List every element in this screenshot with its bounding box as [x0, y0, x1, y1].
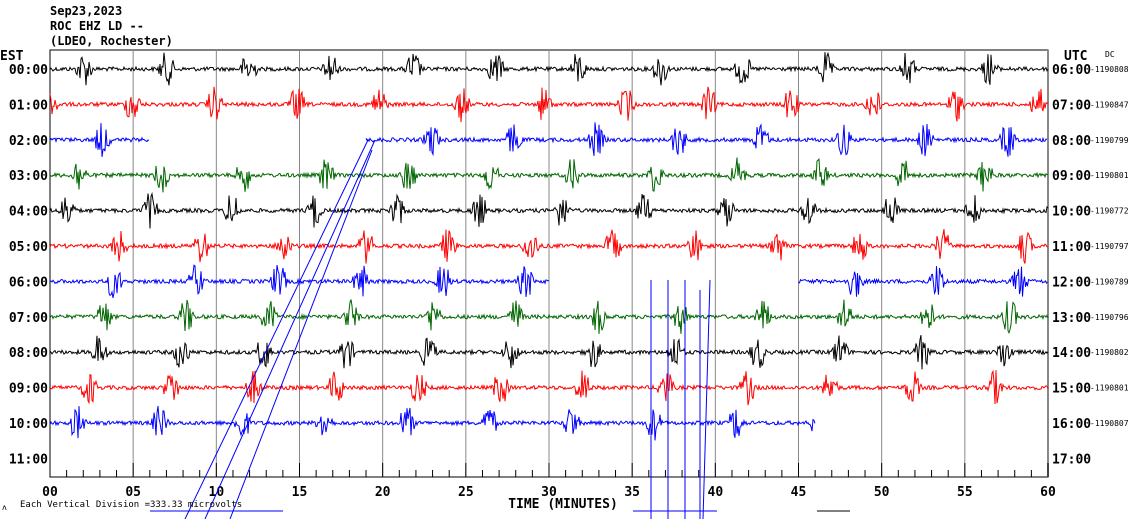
- network-label: (LDEO, Rochester): [50, 34, 173, 48]
- est-time-label: 02:00: [9, 134, 48, 149]
- dc-offset: -1190801: [1090, 384, 1129, 393]
- dc-label: DC: [1105, 50, 1115, 59]
- seismic-trace: [49, 229, 1048, 264]
- seismic-trace: [365, 122, 1048, 157]
- utc-time-label: 08:00: [1052, 134, 1091, 149]
- utc-time-label: 11:00: [1052, 240, 1091, 255]
- seismic-trace: [49, 334, 1049, 370]
- utc-time-label: 06:00: [1052, 63, 1091, 78]
- glitch-line: [184, 139, 369, 519]
- est-time-label: 05:00: [9, 240, 48, 255]
- seismic-trace: [798, 266, 1048, 297]
- seismic-trace: [49, 369, 1049, 406]
- dc-offset: -1190797: [1090, 242, 1129, 251]
- utc-time-label: 09:00: [1052, 169, 1091, 184]
- seismic-trace: [49, 51, 1049, 86]
- x-tick-label: 05: [125, 485, 141, 500]
- utc-time-label: 12:00: [1052, 275, 1091, 290]
- est-time-label: 04:00: [9, 205, 48, 220]
- est-time-label: 06:00: [9, 275, 48, 290]
- dc-offset: -1190796: [1090, 313, 1129, 322]
- utc-time-label: 14:00: [1052, 346, 1091, 361]
- glitch-line: [702, 279, 711, 519]
- est-time-label: 01:00: [9, 98, 48, 113]
- utc-time-label: 17:00: [1052, 452, 1091, 467]
- est-time-label: 10:00: [9, 417, 48, 432]
- x-tick-label: 00: [42, 485, 58, 500]
- x-tick-label: 25: [458, 485, 474, 500]
- x-tick-label: 40: [708, 485, 724, 500]
- dc-offset: -1190789: [1090, 277, 1129, 286]
- x-tick-label: 15: [292, 485, 308, 500]
- est-time-label: 08:00: [9, 346, 48, 361]
- dc-offset: -1190807: [1090, 419, 1129, 428]
- x-tick-label: 50: [874, 485, 890, 500]
- x-tick-label: 35: [624, 485, 640, 500]
- utc-time-label: 07:00: [1052, 98, 1091, 113]
- utc-time-label: 16:00: [1052, 417, 1091, 432]
- dc-offset: -1190847: [1090, 100, 1129, 109]
- station-label: ROC EHZ LD --: [50, 19, 144, 33]
- x-tick-label: 45: [791, 485, 807, 500]
- est-time-label: 09:00: [9, 382, 48, 397]
- seismic-trace: [49, 406, 816, 441]
- est-time-label: 11:00: [9, 452, 48, 467]
- x-tick-label: 55: [957, 485, 973, 500]
- x-tick-label: 30: [541, 485, 557, 500]
- date-label: Sep23,2023: [50, 4, 123, 18]
- x-tick-label: 60: [1040, 485, 1056, 500]
- dc-offset: -1190799: [1090, 136, 1129, 145]
- seismic-trace: [49, 299, 1049, 335]
- glitch-line: [229, 149, 373, 519]
- seismic-trace: [49, 191, 1049, 229]
- utc-time-label: 15:00: [1052, 382, 1091, 397]
- dc-offset: -1190802: [1090, 348, 1129, 357]
- scale-value: 333.33 microvolts: [150, 500, 243, 510]
- corner-mark: ʌ: [2, 503, 7, 512]
- glitch-line: [204, 139, 376, 519]
- x-axis-label: TIME (MINUTES): [508, 497, 618, 512]
- seismic-trace: [49, 86, 1049, 123]
- utc-time-label: 10:00: [1052, 205, 1091, 220]
- scale-text: Each Vertical Division =: [20, 500, 151, 510]
- dc-offset: -1190772: [1090, 207, 1129, 216]
- seismic-trace: [49, 123, 150, 157]
- utc-label: UTC: [1064, 49, 1087, 64]
- utc-time-label: 13:00: [1052, 311, 1091, 326]
- seismic-trace: [49, 157, 1049, 193]
- est-time-label: 00:00: [9, 63, 48, 78]
- est-label: EST: [0, 49, 24, 64]
- est-time-label: 07:00: [9, 311, 48, 326]
- x-tick-label: 20: [375, 485, 391, 500]
- est-time-label: 03:00: [9, 169, 48, 184]
- dc-offset: -1190801: [1090, 171, 1129, 180]
- dc-offset: -1190808: [1090, 65, 1129, 74]
